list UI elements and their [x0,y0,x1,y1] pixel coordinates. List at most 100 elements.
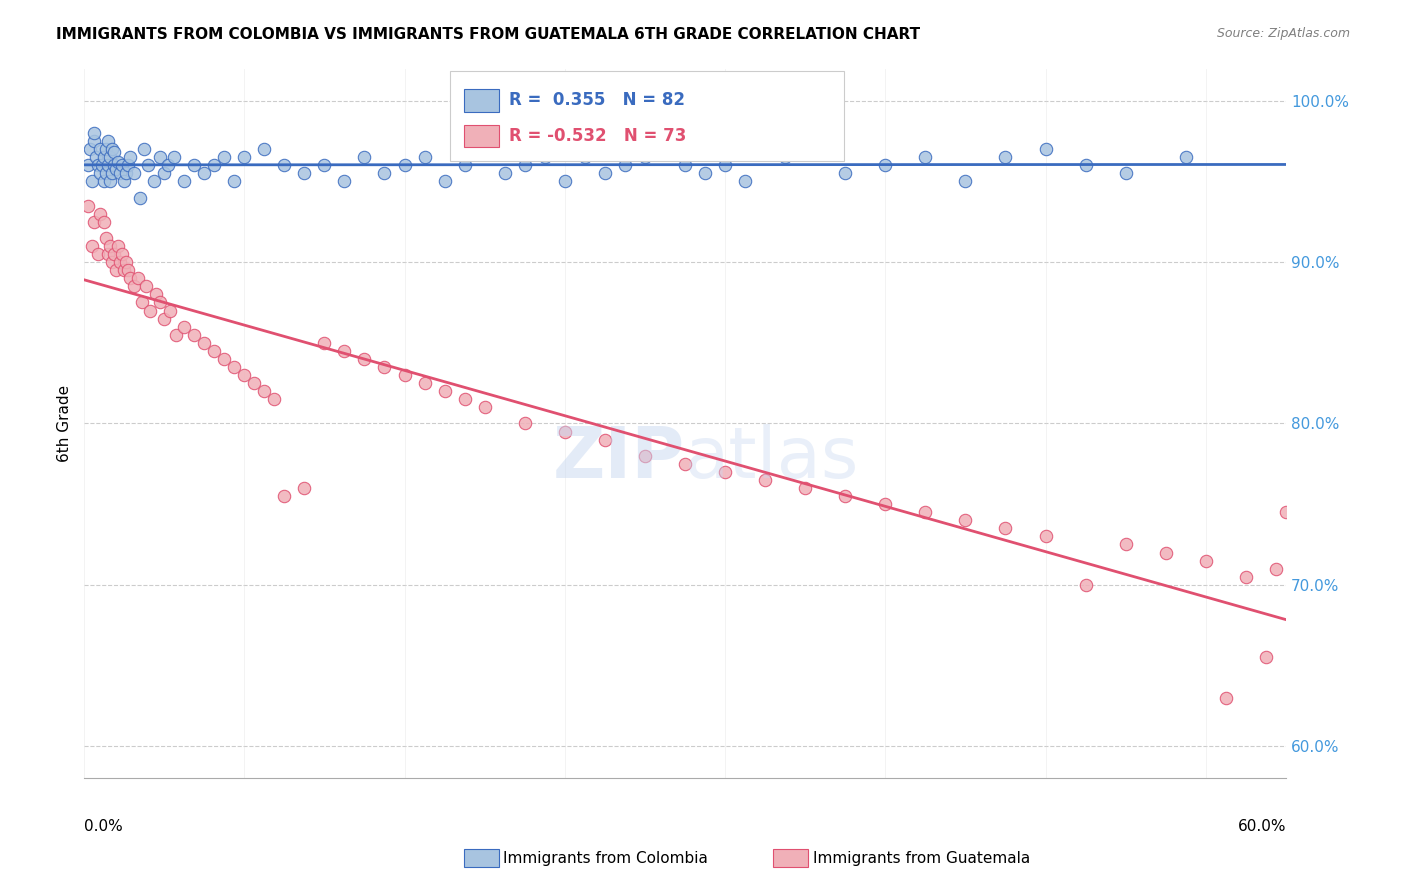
Point [80,174,103,188]
Point [955,174,977,188]
Point [115,255,138,269]
Point [80,239,103,253]
Point [153,311,176,326]
Point [83,126,105,140]
Point [105,263,128,277]
Text: ZIP: ZIP [553,425,685,493]
Point [183,158,205,172]
Point [533,150,555,164]
Point [89,207,111,221]
Point [333,343,356,358]
Point [117,158,139,172]
Point [120,271,142,285]
Point [634,150,657,164]
Point [1275,505,1298,519]
Point [394,368,416,382]
Point [1035,529,1057,543]
Point [613,158,636,172]
Point [136,158,159,172]
Text: R =  0.355   N = 82: R = 0.355 N = 82 [509,91,685,109]
Point [97,158,120,172]
Point [83,215,105,229]
Point [875,497,897,511]
Point [834,166,856,180]
Point [127,271,149,285]
Point [149,150,172,164]
Point [122,166,145,180]
Point [111,247,134,261]
Point [103,158,125,172]
Point [994,150,1017,164]
Point [1174,150,1197,164]
Point [129,191,152,205]
Point [474,401,496,415]
Point [754,473,776,487]
Point [139,303,162,318]
Point [101,166,124,180]
Point [273,489,295,503]
Point [263,392,285,407]
Point [120,150,142,164]
Point [173,174,195,188]
Point [253,384,276,399]
Point [243,376,266,391]
Point [122,279,145,293]
Point [79,142,101,156]
Point [554,174,576,188]
Point [554,425,576,439]
Point [453,158,475,172]
Point [105,161,128,176]
Point [163,150,186,164]
Point [224,359,246,374]
Point [233,150,256,164]
Point [93,150,115,164]
Point [157,158,180,172]
Point [183,327,205,342]
Point [1115,166,1137,180]
Point [693,166,716,180]
Point [453,392,475,407]
Point [93,215,115,229]
Point [98,174,121,188]
Point [353,351,375,366]
Point [1115,537,1137,551]
Point [1254,650,1277,665]
Point [98,150,121,164]
Point [1215,690,1237,705]
Point [159,303,181,318]
Point [101,255,124,269]
Point [193,335,215,350]
Point [193,166,215,180]
Point [914,505,936,519]
Point [474,142,496,156]
Point [292,481,315,495]
Point [94,166,117,180]
Text: R = -0.532   N = 73: R = -0.532 N = 73 [509,127,686,145]
Point [875,158,897,172]
Point [914,150,936,164]
Point [714,465,737,479]
Point [834,489,856,503]
Point [101,142,124,156]
Point [224,174,246,188]
Point [314,158,336,172]
Point [333,174,356,188]
Point [202,343,225,358]
Point [513,417,536,431]
Point [253,142,276,156]
Point [773,150,796,164]
Point [108,166,131,180]
Point [115,166,138,180]
Point [89,166,111,180]
Point [673,457,696,471]
Point [145,287,167,301]
Point [814,142,837,156]
Point [107,155,129,169]
Point [513,158,536,172]
Point [433,174,456,188]
Point [77,158,100,172]
Y-axis label: 6th Grade: 6th Grade [58,384,72,462]
Text: Immigrants from Guatemala: Immigrants from Guatemala [813,851,1031,865]
Point [94,231,117,245]
Point [212,351,235,366]
